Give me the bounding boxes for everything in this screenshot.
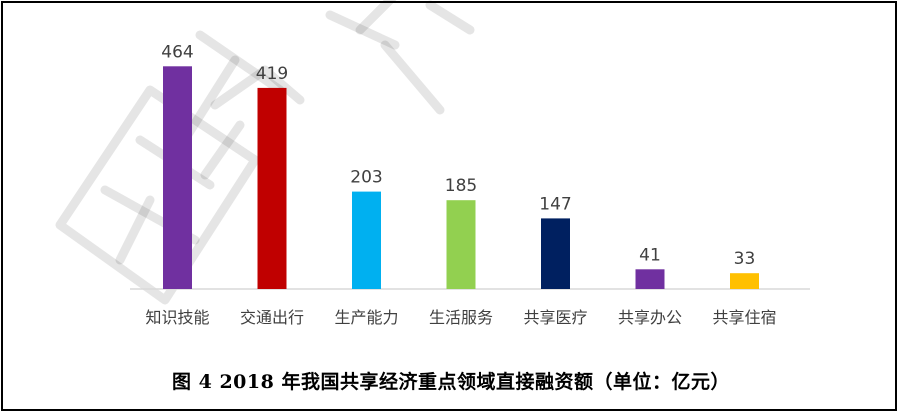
bar-5 [541, 218, 570, 289]
category-labels-layer: 知识技能 交通出行 生产能力 生活服务 共享医疗 共享办公 共享住宿 [145, 308, 776, 327]
bar-value-label: 203 [350, 168, 382, 188]
value-labels-layer: 464 419 203 185 147 41 33 [161, 42, 755, 269]
category-label: 知识技能 [145, 308, 209, 327]
bar-value-label: 147 [539, 194, 571, 214]
figure-caption: 图 4 2018 年我国共享经济重点领域直接融资额（单位：亿元） [172, 371, 730, 393]
bar-value-label: 33 [734, 249, 756, 269]
category-label: 共享医疗 [523, 308, 587, 327]
bars-layer [163, 66, 759, 290]
bar-value-label: 419 [256, 64, 288, 84]
category-label: 共享住宿 [712, 308, 776, 327]
category-label: 生产能力 [334, 308, 398, 327]
category-label: 交通出行 [240, 308, 304, 327]
bar-3 [352, 191, 381, 289]
bar-4 [446, 200, 476, 289]
category-label: 生活服务 [429, 308, 493, 327]
bar-1 [163, 66, 192, 289]
bar-6 [635, 269, 665, 289]
bar-chart: 464 419 203 185 147 41 33 知识技能 交通出行 生产能力 生活服务 共享医疗… [130, 42, 810, 327]
bar-value-label: 41 [639, 245, 661, 265]
bar-7 [730, 273, 759, 289]
bar-2 [257, 87, 287, 290]
category-label: 共享办公 [618, 308, 682, 327]
bar-value-label: 464 [161, 42, 193, 62]
bar-value-label: 185 [445, 176, 477, 196]
figure-frame [1, 1, 897, 411]
